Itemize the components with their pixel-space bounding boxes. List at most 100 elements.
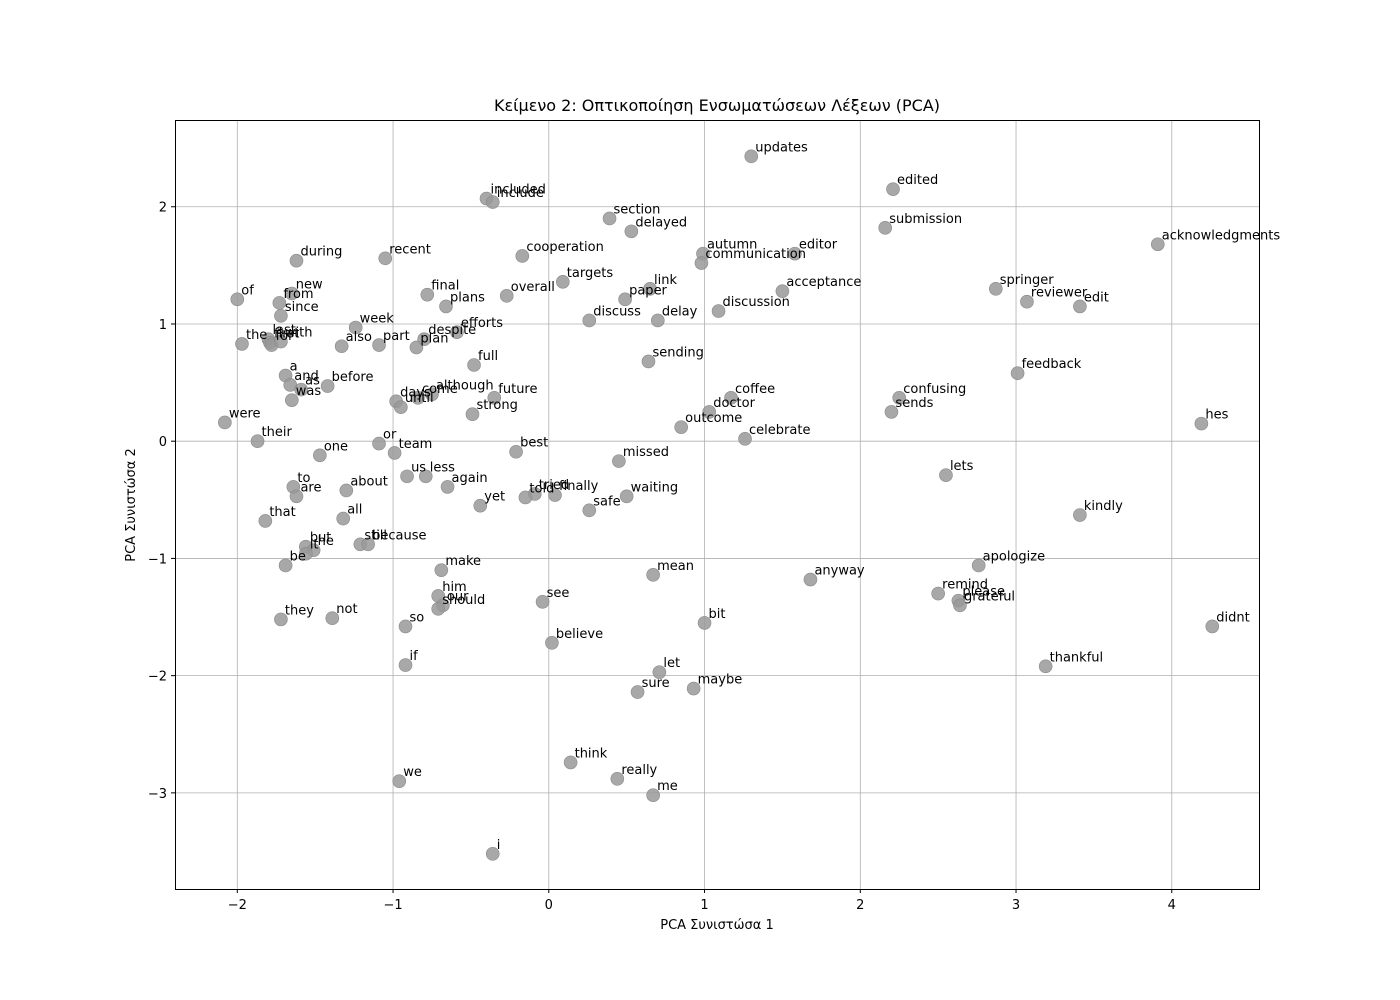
point-let — [652, 665, 667, 679]
point-communication — [694, 256, 709, 270]
point-until — [394, 400, 408, 415]
label-if: if — [410, 649, 419, 664]
point-should — [431, 602, 446, 616]
point-celebrate — [738, 432, 752, 446]
label-missed: missed — [623, 445, 669, 460]
label-with: with — [285, 326, 313, 341]
label-communication: communication — [705, 247, 806, 262]
point-confusing — [892, 391, 907, 405]
label-sending: sending — [652, 345, 703, 360]
point-think — [563, 755, 578, 770]
label-hes: hes — [1205, 408, 1228, 423]
x-tick-label: 3 — [1012, 898, 1020, 913]
label-last: last — [272, 323, 295, 338]
point-hes — [1194, 416, 1209, 431]
point-their — [250, 434, 265, 448]
label-edit: edit — [1084, 290, 1109, 305]
x-axis-label: PCA Συνιστώσα 1 — [660, 918, 774, 933]
point-didnt — [1205, 619, 1220, 634]
label-as: as — [305, 374, 320, 389]
label-or: or — [383, 428, 397, 443]
y-axis-label: PCA Συνιστώσα 2 — [124, 448, 139, 562]
label-maybe: maybe — [698, 673, 743, 688]
label-see: see — [547, 586, 570, 601]
point-sure — [630, 685, 645, 699]
label-targets: targets — [567, 266, 614, 281]
label-celebrate: celebrate — [749, 423, 810, 438]
label-lets: lets — [950, 459, 974, 474]
label-i: i — [497, 838, 501, 853]
label-a: a — [290, 360, 298, 375]
label-final: final — [431, 279, 459, 294]
label-discuss: discuss — [593, 304, 641, 319]
point-feedback — [1010, 366, 1025, 381]
point-targets — [556, 274, 570, 289]
chart-title: Κείμενο 2: Οπτικοποίηση Ενσωματώσεων Λέξ… — [494, 96, 940, 115]
label-also: also — [346, 330, 372, 345]
label-tried: tried — [539, 478, 569, 493]
point-full — [467, 358, 481, 372]
point-submission — [878, 221, 893, 235]
label-before: before — [332, 370, 374, 385]
label-please: please — [962, 585, 1005, 600]
point-since — [274, 308, 288, 323]
plot-frame — [175, 120, 1260, 890]
label-less: less — [430, 460, 455, 475]
point-see — [535, 594, 550, 609]
label-reviewer: reviewer — [1031, 286, 1088, 301]
y-tick-label: −3 — [148, 787, 167, 802]
point-are — [289, 489, 304, 504]
label-their: their — [262, 425, 293, 440]
label-safe: safe — [593, 494, 620, 509]
point-us — [400, 469, 414, 484]
label-think: think — [575, 746, 608, 761]
label-include: include — [497, 186, 544, 201]
label-again: again — [452, 471, 488, 486]
point-sending — [641, 354, 656, 369]
point-come — [411, 391, 425, 405]
point-delay — [651, 313, 665, 328]
label-the: the — [246, 328, 267, 343]
point-one — [313, 448, 327, 463]
point-mean — [646, 568, 660, 582]
point-outcome — [674, 420, 688, 434]
label-edited: edited — [897, 173, 938, 188]
point-best — [509, 444, 523, 459]
label-not: not — [336, 602, 357, 617]
label-delay: delay — [662, 304, 698, 319]
point-grateful — [953, 598, 967, 613]
point-not — [325, 611, 340, 626]
point-yet — [473, 498, 488, 513]
label-discussion: discussion — [723, 295, 790, 310]
label-but: but — [310, 531, 332, 546]
point-were — [218, 415, 232, 430]
label-bit: bit — [709, 607, 726, 622]
label-our: our — [447, 589, 469, 604]
label-so: so — [410, 610, 425, 625]
label-autumn: autumn — [707, 238, 757, 253]
label-link: link — [654, 273, 677, 288]
point-apologize — [971, 558, 986, 573]
point-about — [339, 483, 354, 498]
label-delayed: delayed — [635, 215, 687, 230]
point-be — [278, 558, 293, 573]
point-overall — [499, 289, 514, 303]
point-new — [285, 286, 299, 301]
label-all: all — [347, 503, 362, 518]
point-maybe — [686, 681, 701, 696]
point-anyway — [803, 572, 818, 587]
point-all — [336, 511, 351, 526]
y-tick-label: 1 — [159, 318, 167, 333]
point-they — [274, 612, 288, 627]
point-of — [230, 292, 245, 307]
label-still: still — [364, 528, 387, 543]
point-section — [602, 211, 617, 226]
point-updates — [744, 149, 759, 164]
label-of: of — [241, 283, 254, 298]
label-that: that — [269, 505, 295, 520]
label-week: week — [360, 311, 395, 326]
point-because — [361, 537, 375, 552]
y-tick-label: 2 — [159, 201, 167, 216]
point-less — [418, 469, 433, 484]
